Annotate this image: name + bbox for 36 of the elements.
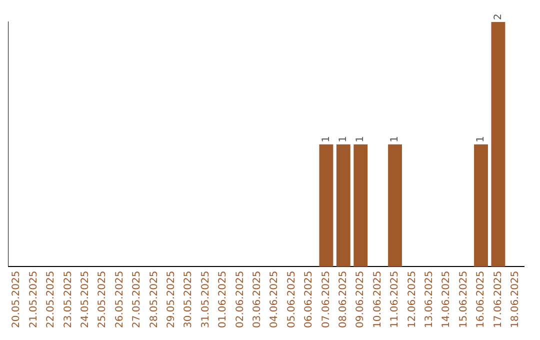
x-tick-label: 07.06.2025 [320,270,332,328]
data-label: 1 [390,136,401,142]
x-tick-label: 25.05.2025 [97,270,108,328]
x-tick-label: 06.06.2025 [304,270,315,328]
x-tick-label: 20.05.2025 [11,270,22,328]
x-tick-label: 11.06.2025 [390,270,401,328]
data-label: 1 [320,136,332,142]
x-tick-label: 04.06.2025 [269,270,280,328]
x-tick-label: 17.06.2025 [492,270,504,328]
x-tick-label: 30.05.2025 [183,270,194,328]
x-tick-label: 16.06.2025 [476,270,487,328]
data-label: 1 [476,136,487,142]
data-label: 1 [355,136,366,142]
x-tick-label: 05.06.2025 [286,270,298,328]
x-tick-label: 03.06.2025 [252,270,263,328]
x-tick-label: 26.05.2025 [114,270,126,328]
x-tick-label: 27.05.2025 [132,270,143,328]
x-tick-label: 31.05.2025 [200,270,212,328]
x-tick-label: 14.06.2025 [441,270,452,328]
x-tick-label: 23.05.2025 [62,270,74,328]
data-label: 1 [338,136,349,142]
x-tick-label: 28.05.2025 [148,270,160,328]
x-tick-label: 01.06.2025 [218,270,229,328]
x-tick-label: 10.06.2025 [372,270,384,328]
x-tick-label: 12.06.2025 [406,270,418,328]
x-tick-label: 24.05.2025 [80,270,91,328]
x-tick-label: 15.06.2025 [458,270,470,328]
x-tick-label: 08.06.2025 [338,270,349,328]
x-tick-label: 09.06.2025 [355,270,366,328]
x-tick-label: 18.06.2025 [510,270,521,328]
x-tick-label: 02.06.2025 [234,270,246,328]
x-tick-label: 22.05.2025 [46,270,57,328]
data-label: 2 [492,14,504,20]
x-tick-label: 21.05.2025 [28,270,40,328]
x-tick-label: 13.06.2025 [424,270,435,328]
x-tick-label: 29.05.2025 [166,270,177,328]
